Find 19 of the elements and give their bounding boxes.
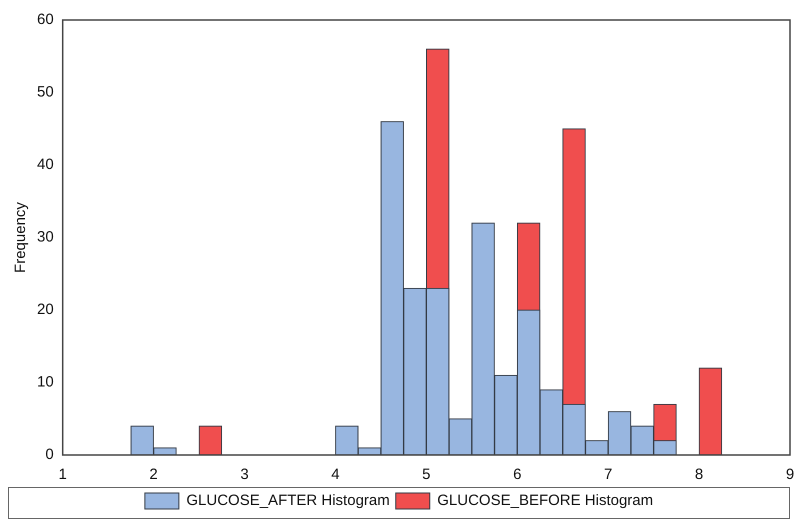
x-tick-label: 5 [422, 466, 431, 484]
y-tick-label: 50 [36, 84, 54, 101]
legend-label: GLUCOSE_BEFORE Histogram [437, 492, 654, 510]
y-tick-label: 40 [36, 156, 54, 174]
y-tick-label: 0 [45, 446, 54, 464]
y-tick-label: 20 [36, 301, 54, 318]
y-tick-label: 60 [36, 11, 54, 28]
x-tick-label: 4 [331, 466, 340, 484]
y-tick-label: 10 [36, 374, 54, 391]
x-tick-label: 3 [240, 466, 249, 484]
x-tick-label: 9 [786, 466, 794, 484]
y-tick-label: 30 [36, 228, 54, 246]
x-tick-label: 7 [604, 466, 612, 484]
legend-label: GLUCOSE_AFTER Histogram [186, 492, 390, 510]
x-tick-label: 2 [149, 466, 158, 484]
y-axis-title: Frequency [12, 202, 30, 273]
x-tick-label: 6 [513, 466, 522, 484]
x-tick-label: 8 [694, 466, 704, 484]
x-tick-label: 1 [58, 466, 67, 484]
